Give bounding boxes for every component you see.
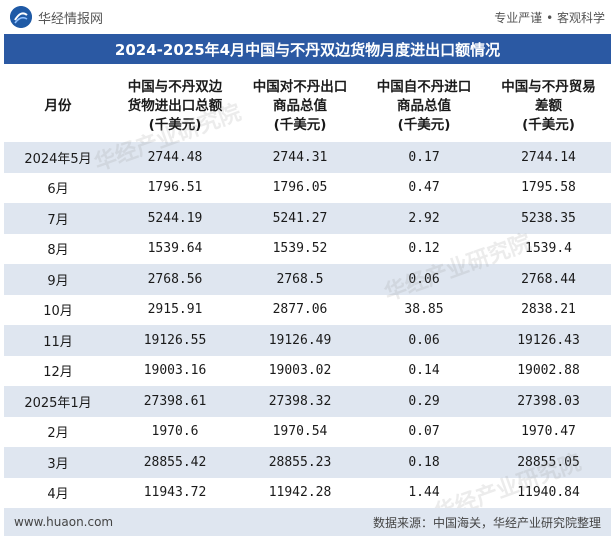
cell-balance: 1539.4 (486, 233, 611, 264)
cell-import: 0.29 (362, 386, 486, 417)
cell-month: 8月 (4, 233, 112, 264)
cell-balance: 1795.58 (486, 172, 611, 203)
cell-total: 2768.56 (112, 264, 238, 295)
column-header-total: 中国与不丹双边 货物进出口总额 (千美元) (127, 78, 223, 133)
cell-export: 28855.23 (238, 447, 362, 478)
cell-export: 5241.27 (238, 203, 362, 234)
cell-total: 11943.72 (112, 477, 238, 508)
cell-import: 0.18 (362, 447, 486, 478)
column-header-export: 中国对不丹出口 商品总值 (千美元) (252, 78, 348, 133)
cell-month: 3月 (4, 447, 112, 478)
cell-import: 0.14 (362, 355, 486, 386)
table-row: 12月 19003.16 19003.02 0.14 19002.88 (4, 355, 611, 386)
table-row: 6月 1796.51 1796.05 0.47 1795.58 (4, 172, 611, 203)
cell-import: 2.92 (362, 203, 486, 234)
cell-balance: 5238.35 (486, 203, 611, 234)
cell-balance: 2768.44 (486, 264, 611, 295)
cell-import: 0.12 (362, 233, 486, 264)
cell-total: 1796.51 (112, 172, 238, 203)
cell-export: 11942.28 (238, 477, 362, 508)
cell-export: 27398.32 (238, 386, 362, 417)
column-header-balance: 中国与不丹贸易 差额 (千美元) (501, 78, 596, 133)
cell-month: 4月 (4, 477, 112, 508)
cell-import: 0.47 (362, 172, 486, 203)
table-row: 2月 1970.6 1970.54 0.07 1970.47 (4, 416, 611, 447)
cell-total: 19126.55 (112, 325, 238, 356)
cell-balance: 19126.43 (486, 325, 611, 356)
cell-export: 2877.06 (238, 294, 362, 325)
table-row: 11月 19126.55 19126.49 0.06 19126.43 (4, 325, 611, 356)
cell-month: 2月 (4, 416, 112, 447)
cell-month: 2025年1月 (4, 386, 112, 417)
cell-export: 2744.31 (238, 142, 362, 173)
cell-balance: 11940.84 (486, 477, 611, 508)
data-table: 月份 中国与不丹双边 货物进出口总额 (千美元) 中国对不丹出口 商品总值 (千… (4, 70, 611, 508)
top-bar: 华经情报网 专业严谨 • 客观科学 (0, 0, 615, 34)
cell-import: 1.44 (362, 477, 486, 508)
cell-export: 1970.54 (238, 416, 362, 447)
cell-month: 11月 (4, 325, 112, 356)
table-row: 7月 5244.19 5241.27 2.92 5238.35 (4, 203, 611, 234)
cell-total: 19003.16 (112, 355, 238, 386)
cell-total: 27398.61 (112, 386, 238, 417)
header-row: 月份 中国与不丹双边 货物进出口总额 (千美元) 中国对不丹出口 商品总值 (千… (4, 70, 611, 142)
data-source: 数据来源：中国海关，华经产业研究院整理 (372, 515, 601, 530)
cell-import: 0.07 (362, 416, 486, 447)
table-row: 10月 2915.91 2877.06 38.85 2838.21 (4, 294, 611, 325)
cell-month: 6月 (4, 172, 112, 203)
table-row: 9月 2768.56 2768.5 0.06 2768.44 (4, 264, 611, 295)
cell-total: 5244.19 (112, 203, 238, 234)
tagline: 专业严谨 • 客观科学 (494, 10, 605, 25)
cell-export: 2768.5 (238, 264, 362, 295)
cell-import: 0.06 (362, 264, 486, 295)
cell-import: 38.85 (362, 294, 486, 325)
table-row: 8月 1539.64 1539.52 0.12 1539.4 (4, 233, 611, 264)
cell-export: 19126.49 (238, 325, 362, 356)
table-row: 4月 11943.72 11942.28 1.44 11940.84 (4, 477, 611, 508)
cell-total: 2744.48 (112, 142, 238, 173)
page-title: 2024-2025年4月中国与不丹双边货物月度进出口额情况 (4, 34, 611, 64)
cell-month: 10月 (4, 294, 112, 325)
cell-total: 1970.6 (112, 416, 238, 447)
cell-import: 0.06 (362, 325, 486, 356)
cell-total: 1539.64 (112, 233, 238, 264)
cell-balance: 19002.88 (486, 355, 611, 386)
cell-balance: 1970.47 (486, 416, 611, 447)
cell-total: 28855.42 (112, 447, 238, 478)
table-body: 2024年5月 2744.48 2744.31 0.17 2744.14 6月 1796.5… (4, 142, 611, 508)
cell-import: 0.17 (362, 142, 486, 173)
cell-balance: 27398.03 (486, 386, 611, 417)
cell-month: 9月 (4, 264, 112, 295)
column-header-month: 月份 (44, 97, 72, 114)
cell-month: 7月 (4, 203, 112, 234)
table-row: 2025年1月 27398.61 27398.32 0.29 27398.03 (4, 386, 611, 417)
cell-export: 1539.52 (238, 233, 362, 264)
cell-export: 1796.05 (238, 172, 362, 203)
website-link[interactable]: www.huaon.com (14, 515, 114, 529)
cell-total: 2915.91 (112, 294, 238, 325)
cell-month: 12月 (4, 355, 112, 386)
cell-export: 19003.02 (238, 355, 362, 386)
footer: www.huaon.com 数据来源：中国海关，华经产业研究院整理 (4, 508, 611, 536)
table-row: 3月 28855.42 28855.23 0.18 28855.05 (4, 447, 611, 478)
brand: 华经情报网 (10, 6, 103, 28)
cell-month: 2024年5月 (4, 142, 112, 173)
brand-name: 华经情报网 (38, 11, 104, 27)
logo-icon (10, 6, 32, 28)
column-header-import: 中国自不丹进口 商品总值 (千美元) (376, 78, 472, 133)
table-row: 2024年5月 2744.48 2744.31 0.17 2744.14 (4, 142, 611, 173)
cell-balance: 2744.14 (486, 142, 611, 173)
cell-balance: 28855.05 (486, 447, 611, 478)
cell-balance: 2838.21 (486, 294, 611, 325)
